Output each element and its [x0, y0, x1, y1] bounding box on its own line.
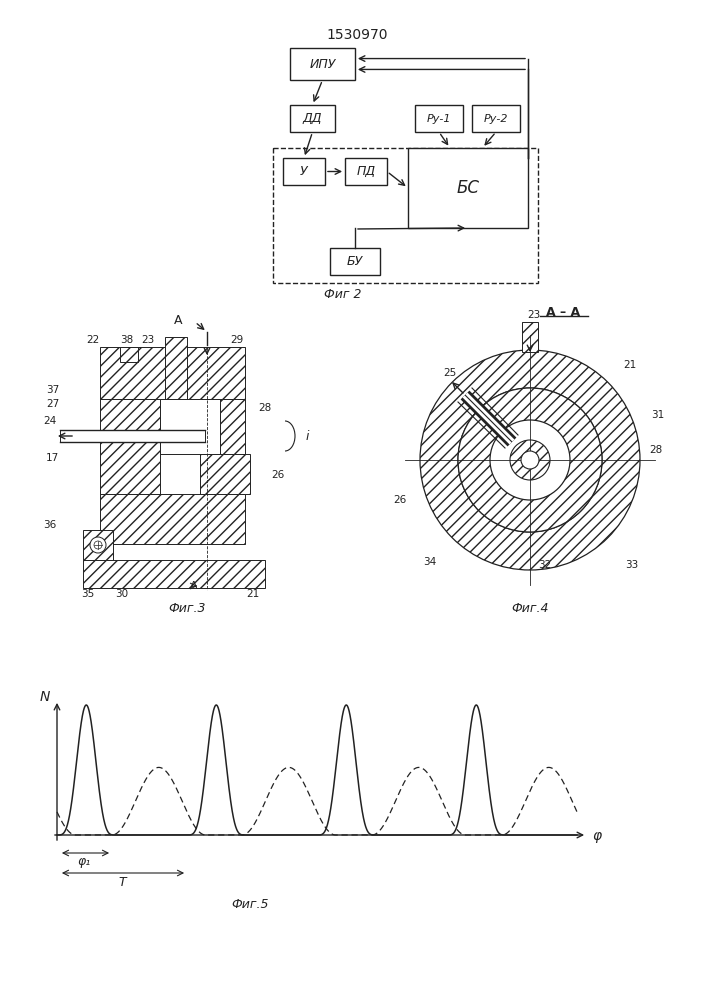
Bar — [522, 322, 538, 352]
Bar — [290, 105, 335, 132]
Bar — [60, 430, 205, 442]
Text: 37: 37 — [47, 385, 59, 395]
Text: 26: 26 — [393, 495, 407, 505]
Bar — [345, 158, 387, 185]
Circle shape — [458, 388, 602, 532]
Text: БУ: БУ — [347, 255, 363, 268]
Text: i: i — [305, 430, 309, 442]
Bar — [200, 454, 250, 494]
Text: 35: 35 — [81, 589, 95, 599]
Text: А – А: А – А — [546, 306, 580, 320]
Text: БС: БС — [457, 179, 479, 197]
Bar — [160, 399, 220, 454]
Bar — [283, 158, 325, 185]
Bar — [220, 399, 245, 454]
Bar — [83, 530, 113, 560]
Text: T: T — [118, 876, 126, 888]
Text: ПД: ПД — [356, 165, 375, 178]
Circle shape — [490, 420, 570, 500]
Text: 17: 17 — [45, 453, 59, 463]
Text: Фиг 2: Фиг 2 — [325, 288, 362, 302]
Text: 38: 38 — [120, 335, 134, 345]
Circle shape — [420, 350, 640, 570]
Text: ДД: ДД — [303, 112, 322, 125]
Text: А: А — [174, 314, 182, 326]
Text: 21: 21 — [246, 589, 259, 599]
Bar — [165, 337, 187, 399]
Bar — [273, 148, 538, 283]
Text: 28: 28 — [649, 445, 662, 455]
Text: Фиг.5: Фиг.5 — [231, 898, 269, 912]
Text: 34: 34 — [423, 557, 437, 567]
Text: 23: 23 — [141, 335, 155, 345]
Text: 23: 23 — [527, 310, 541, 320]
Text: 22: 22 — [86, 335, 100, 345]
Text: 27: 27 — [47, 399, 59, 409]
Text: φ₁: φ₁ — [78, 856, 91, 868]
Text: Ру-1: Ру-1 — [427, 113, 451, 123]
Bar — [120, 347, 138, 362]
Text: Фиг.3: Фиг.3 — [168, 601, 206, 614]
Text: А: А — [190, 581, 198, 591]
Circle shape — [510, 440, 550, 480]
Bar — [83, 560, 265, 588]
Text: 1530970: 1530970 — [326, 28, 387, 42]
Text: У: У — [300, 165, 308, 178]
Text: Фиг.4: Фиг.4 — [511, 601, 549, 614]
Text: 33: 33 — [626, 560, 638, 570]
Text: 21: 21 — [624, 360, 636, 370]
Bar — [290, 48, 355, 80]
Bar — [415, 105, 463, 132]
Text: 28: 28 — [258, 403, 271, 413]
Bar — [100, 399, 160, 494]
Circle shape — [521, 451, 539, 469]
Text: 29: 29 — [230, 335, 244, 345]
Text: 25: 25 — [443, 368, 457, 378]
Bar — [330, 248, 380, 275]
Text: 30: 30 — [115, 589, 129, 599]
Text: φ: φ — [592, 829, 602, 843]
Bar — [408, 148, 528, 228]
Text: 24: 24 — [43, 416, 57, 426]
Text: 32: 32 — [538, 560, 551, 570]
Bar — [100, 347, 245, 399]
Circle shape — [90, 537, 106, 553]
Bar — [472, 105, 520, 132]
Circle shape — [458, 388, 602, 532]
Text: 26: 26 — [271, 470, 285, 480]
Text: Ру-2: Ру-2 — [484, 113, 508, 123]
Bar — [100, 494, 245, 544]
Text: 36: 36 — [43, 520, 57, 530]
Text: N: N — [40, 690, 50, 704]
Text: ИПУ: ИПУ — [310, 57, 336, 70]
Text: 31: 31 — [651, 410, 665, 420]
